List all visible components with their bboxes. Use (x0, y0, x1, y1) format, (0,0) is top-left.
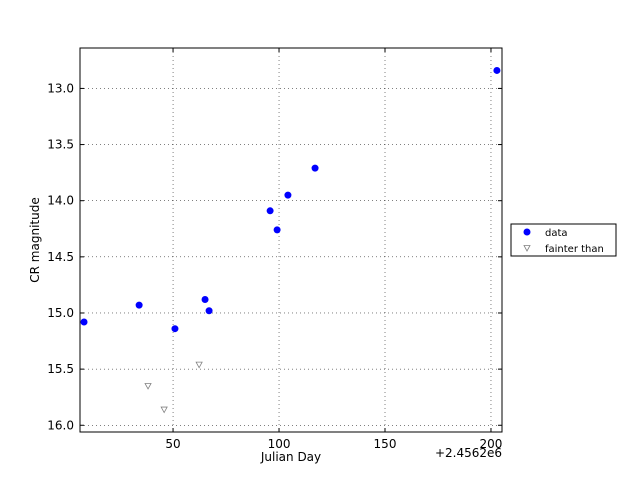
y-tick-label: 13.0 (47, 81, 74, 95)
marker (195, 361, 203, 369)
x-axis-label: Julian Day (260, 450, 321, 464)
legend-marker (523, 228, 531, 236)
x-tick-label: 150 (374, 437, 397, 451)
legend-marker (523, 245, 531, 252)
marker (493, 66, 501, 74)
marker (80, 318, 88, 326)
legend-frame (510, 223, 617, 257)
x-tick-label: 200 (480, 437, 503, 451)
y-tick-label: 13.5 (47, 138, 74, 152)
marker (144, 383, 152, 390)
plot-frame (79, 47, 503, 433)
marker (171, 325, 179, 333)
x-offset-label: +2.4562e6 (435, 446, 502, 460)
marker (205, 307, 213, 315)
marker (266, 207, 274, 215)
marker (160, 406, 168, 414)
y-tick-label: 14.0 (47, 194, 74, 208)
y-tick-label: 16.0 (47, 418, 74, 432)
y-tick-label: 15.5 (47, 362, 74, 376)
marker (311, 164, 319, 172)
legend-label: data (545, 228, 568, 239)
legend-label: fainter than (545, 244, 604, 255)
marker (273, 226, 281, 234)
x-tick-label: 100 (268, 437, 291, 451)
x-tick-label: 50 (165, 437, 180, 451)
y-tick-label: 14.5 (47, 250, 74, 264)
marker (201, 296, 209, 304)
y-axis-label: CR magnitude (28, 197, 42, 282)
legend: data fainter than (510, 223, 617, 257)
marker (284, 191, 292, 199)
marker (135, 301, 143, 309)
y-tick-label: 15.0 (47, 306, 74, 320)
